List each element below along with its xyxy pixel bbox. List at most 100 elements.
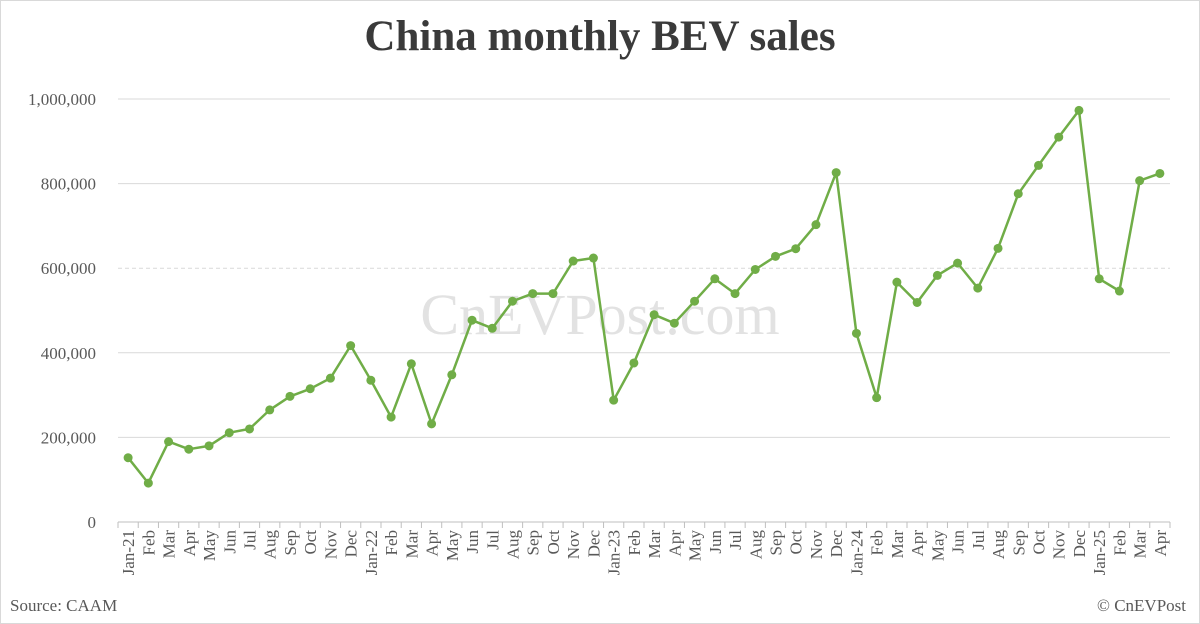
data-point	[588, 253, 598, 263]
data-point	[123, 453, 133, 463]
data-point	[467, 315, 477, 325]
data-point	[386, 412, 396, 422]
data-point	[750, 264, 760, 274]
x-tick-label: Oct	[787, 530, 806, 555]
x-tick-label: Sep	[767, 530, 786, 556]
x-tick-label: Apr	[1151, 530, 1170, 557]
data-point	[143, 478, 153, 488]
y-tick-label: 800,000	[41, 175, 96, 194]
y-tick-label: 400,000	[41, 344, 96, 363]
x-tick-label: Apr	[423, 530, 442, 557]
x-tick-label: Jan-25	[1090, 530, 1109, 575]
data-point	[366, 375, 376, 385]
x-tick-label: Mar	[160, 530, 179, 559]
data-point	[1074, 105, 1084, 115]
data-point	[1054, 132, 1064, 142]
x-tick-label: Apr	[665, 530, 684, 557]
x-tick-label: Sep	[281, 530, 300, 556]
series-line	[127, 109, 1161, 485]
data-point	[285, 391, 295, 401]
x-tick-label: Jun	[463, 530, 482, 554]
x-tick-label: Jan-21	[119, 530, 138, 575]
data-point	[427, 419, 437, 429]
data-point	[568, 256, 578, 266]
x-tick-label: Jan-23	[605, 530, 624, 575]
data-point	[305, 384, 315, 394]
data-point	[771, 251, 780, 261]
data-point	[528, 289, 538, 299]
x-tick-label: Jun	[706, 530, 725, 554]
data-point	[224, 428, 234, 438]
x-tick-label: Oct	[1030, 530, 1049, 555]
x-tick-label: May	[443, 530, 462, 562]
data-point	[487, 323, 497, 333]
data-point	[730, 289, 740, 299]
x-tick-label: Apr	[908, 530, 927, 557]
data-point	[325, 373, 335, 383]
data-point	[245, 424, 254, 434]
x-tick-label: Nov	[1050, 530, 1069, 560]
data-point	[1094, 274, 1104, 284]
data-point	[649, 310, 659, 320]
x-tick-label: Dec	[827, 530, 846, 558]
x-tick-label: Feb	[868, 530, 887, 556]
data-point	[1114, 286, 1124, 296]
data-point	[912, 297, 922, 307]
x-tick-label: May	[928, 530, 947, 562]
x-tick-label: Apr	[180, 530, 199, 557]
data-point	[406, 359, 416, 369]
y-tick-label: 200,000	[41, 428, 96, 447]
data-point	[447, 370, 457, 380]
x-tick-label: Dec	[584, 530, 603, 558]
data-point	[1135, 176, 1145, 186]
data-point	[184, 444, 194, 454]
x-tick-label: Feb	[1110, 530, 1129, 556]
copyright-note: © CnEVPost	[1097, 596, 1186, 615]
data-point	[811, 220, 821, 230]
y-tick-label: 0	[88, 513, 97, 532]
data-point	[953, 258, 963, 268]
x-tick-label: Aug	[989, 530, 1008, 560]
data-point	[1034, 160, 1043, 170]
data-point	[508, 296, 517, 306]
x-tick-label: Jul	[726, 530, 745, 550]
data-point	[346, 341, 356, 351]
data-point	[164, 437, 174, 447]
data-point	[932, 270, 942, 280]
y-tick-label: 600,000	[41, 259, 96, 278]
x-tick-label: Nov	[564, 530, 583, 560]
x-tick-label: Oct	[301, 530, 320, 555]
data-point	[1013, 189, 1023, 199]
data-point	[993, 243, 1003, 253]
data-point	[710, 274, 720, 284]
x-tick-label: Jul	[241, 530, 260, 550]
x-tick-label: Aug	[746, 530, 765, 560]
x-tick-label: Jul	[483, 530, 502, 550]
x-tick-label: Feb	[625, 530, 644, 556]
x-tick-label: Jan-24	[847, 530, 866, 576]
data-point	[1155, 168, 1165, 178]
x-tick-label: Mar	[1131, 530, 1150, 559]
x-tick-label: Jun	[949, 530, 968, 554]
data-point	[265, 405, 275, 415]
x-tick-label: Dec	[1070, 530, 1089, 558]
data-point	[669, 318, 679, 328]
y-axis-ticks: 0 200,000 400,000 600,000 800,000 1,000,000	[28, 90, 96, 532]
data-point	[548, 289, 558, 299]
x-tick-label: Sep	[524, 530, 543, 556]
x-tick-label: Jun	[220, 530, 239, 554]
data-point	[892, 277, 902, 287]
x-tick-label: Oct	[544, 530, 563, 555]
data-point	[204, 441, 214, 451]
x-tick-label: Mar	[888, 530, 907, 559]
data-point	[831, 168, 841, 178]
data-point	[973, 283, 983, 293]
data-point	[629, 358, 639, 368]
x-tick-label: Feb	[139, 530, 158, 556]
chart-title: China monthly BEV sales	[364, 13, 836, 60]
x-tick-label: Feb	[382, 530, 401, 556]
y-tick-label: 1,000,000	[28, 90, 96, 109]
x-tick-label: Nov	[807, 530, 826, 560]
x-tick-label: Mar	[402, 530, 421, 559]
